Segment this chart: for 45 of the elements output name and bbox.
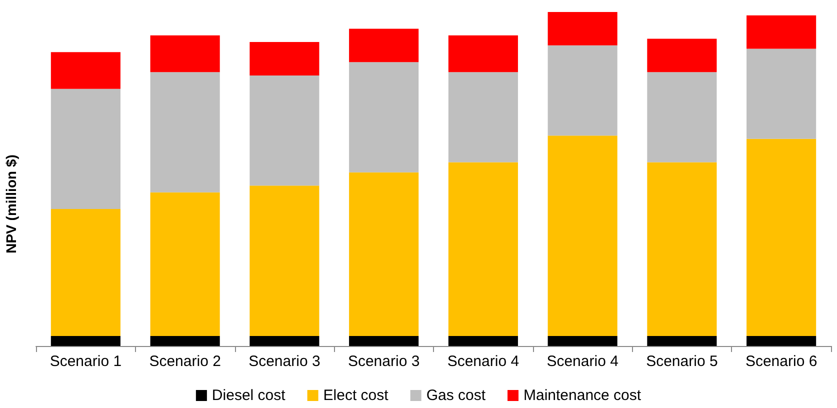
- bar: [448, 336, 518, 346]
- bar: [548, 336, 618, 346]
- bar: [50, 209, 120, 336]
- x-tick-label: Scenario 2: [149, 353, 221, 370]
- bar: [50, 88, 120, 210]
- y-axis-title: NPV (million $): [3, 154, 19, 254]
- bar: [647, 72, 717, 162]
- x-tick-label: Scenario 4: [447, 353, 520, 370]
- bar: [150, 192, 220, 336]
- bar: [349, 336, 419, 346]
- x-tick-label: Scenario 3: [348, 353, 420, 370]
- bar: [150, 35, 220, 72]
- bar: [250, 336, 320, 346]
- x-tick-label: Scenario 5: [646, 353, 718, 370]
- bar: [548, 12, 618, 46]
- bar: [647, 38, 717, 72]
- bar: [548, 45, 618, 136]
- bar: [150, 72, 220, 192]
- bar: [548, 136, 618, 336]
- legend-label: Maintenance cost: [524, 387, 642, 404]
- legend-label: Gas cost: [426, 387, 486, 404]
- bar: [746, 138, 816, 336]
- x-tick-label: Scenario 1: [50, 353, 122, 370]
- bar: [349, 172, 419, 336]
- bar: [250, 186, 320, 336]
- bar: [250, 42, 320, 76]
- bar: [150, 336, 220, 346]
- bar: [50, 52, 120, 89]
- bar: [448, 72, 518, 162]
- bar: [448, 162, 518, 336]
- x-tick-label: Scenario 4: [546, 353, 618, 370]
- bar: [746, 48, 816, 139]
- legend-label: Diesel cost: [212, 387, 286, 404]
- bar: [349, 28, 419, 62]
- bar: [647, 162, 717, 336]
- bar: [746, 15, 816, 49]
- bar: [448, 35, 518, 72]
- bar: [746, 336, 816, 346]
- bar: [50, 336, 120, 346]
- x-tick-label: Scenario 6: [745, 353, 818, 370]
- legend-label: Elect cost: [323, 387, 390, 404]
- bar: [349, 62, 419, 172]
- x-tick-label: Scenario 3: [248, 353, 320, 370]
- bar: [647, 336, 717, 346]
- bar: [250, 75, 320, 186]
